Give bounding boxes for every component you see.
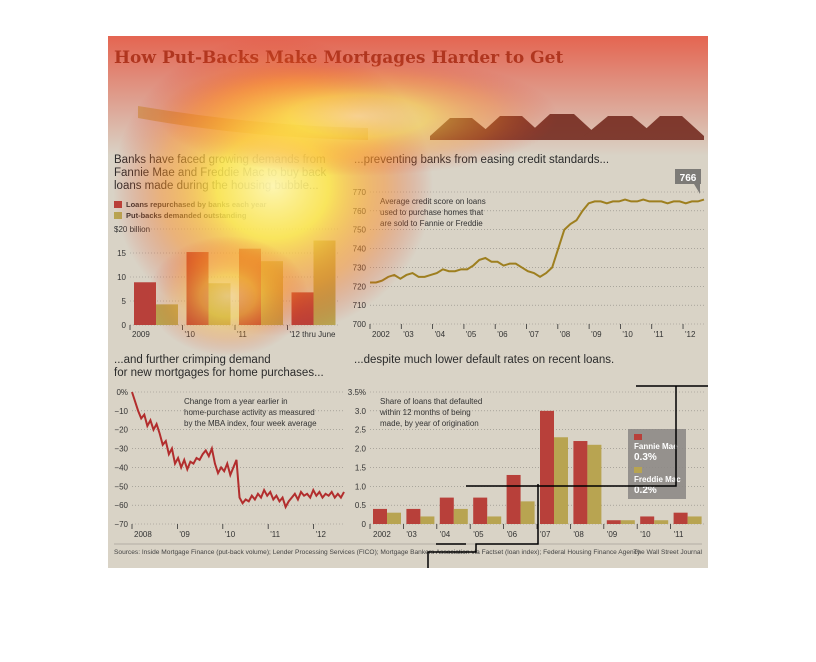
c3-ytick-label: −60 xyxy=(114,501,128,510)
c3-ytick-label: −20 xyxy=(114,426,128,435)
c2-xtick-label: '09 xyxy=(591,330,602,339)
c4-bar-freddie xyxy=(487,516,502,524)
c3-ytick-label: −70 xyxy=(114,520,128,529)
c4-bar-fannie xyxy=(540,410,554,524)
c4-ytick-label: 0 xyxy=(362,520,367,529)
c2-xtick-label: '06 xyxy=(497,330,508,339)
c4-bar-freddie xyxy=(654,520,669,524)
c4-xtick-label: '06 xyxy=(507,530,518,539)
c3-annotation-line: home-purchase activity as measured xyxy=(184,408,315,417)
c3-ytick-label: −40 xyxy=(114,463,128,472)
c4-tooltip-value-2: 0.2% xyxy=(634,485,657,496)
c2-xtick-label: '08 xyxy=(560,330,571,339)
c4-ytick-label: 0.5 xyxy=(355,501,367,510)
c4-bar-fannie xyxy=(473,497,488,524)
c4-annotation-line: Share of loans that defaulted xyxy=(380,397,482,406)
c3-xtick-label: 2008 xyxy=(134,530,152,539)
c4-xtick-label: '04 xyxy=(440,530,451,539)
c2-xtick-label: '11 xyxy=(654,330,664,339)
c4-xtick-label: '05 xyxy=(473,530,484,539)
c4-ytick-label: 1.5 xyxy=(355,463,367,472)
c4-tooltip-label-1: Fannie Mae xyxy=(634,442,678,451)
c4-bar-fannie xyxy=(640,516,655,524)
c2-xtick-label: '05 xyxy=(466,330,477,339)
c2-xtick-label: '10 xyxy=(622,330,633,339)
c2-xtick-label: '12 xyxy=(685,330,696,339)
c4-tooltip-label-2: Freddie Mac xyxy=(634,475,681,484)
c4-xtick-label: '07 xyxy=(540,530,551,539)
c4-bar-freddie xyxy=(520,501,535,524)
c4-bar-fannie xyxy=(406,508,421,524)
c4-ytick-label: 3.5% xyxy=(348,388,366,397)
c4-annotation-line: within 12 months of being xyxy=(379,408,471,417)
c4-bar-fannie xyxy=(673,512,688,524)
c4-ytick-label: 1.0 xyxy=(355,482,367,491)
c4-annotation-line: made, by year of origination xyxy=(380,419,479,428)
wsj-credit: The Wall Street Journal xyxy=(633,549,702,556)
c4-ytick-label: 2.0 xyxy=(355,445,367,454)
c4-bar-freddie xyxy=(620,520,635,524)
c3-ytick-label: −50 xyxy=(114,482,128,491)
c4-bar-fannie xyxy=(573,441,588,524)
chart3-headline: ...and further crimping demand for new m… xyxy=(114,354,324,380)
c4-ytick-label: 3.0 xyxy=(355,407,367,416)
c4-xtick-label: '03 xyxy=(406,530,417,539)
c3-annotation-line: Change from a year earlier in xyxy=(184,397,288,406)
chart3-headline-line1: ...and further crimping demand xyxy=(114,354,271,366)
c3-xtick-label: '10 xyxy=(225,530,236,539)
sources-note: Sources: Inside Mortgage Finance (put-ba… xyxy=(114,549,641,556)
c3-ytick-label: −10 xyxy=(114,407,128,416)
c4-bar-freddie xyxy=(554,437,568,524)
c2-callout-box xyxy=(675,169,701,184)
c4-tooltip-swatch-2 xyxy=(634,467,642,473)
c4-bar-fannie xyxy=(439,497,454,524)
c4-tooltip-value-1: 0.3% xyxy=(634,452,657,463)
c4-xtick-label: '11 xyxy=(674,530,684,539)
c4-bar-fannie xyxy=(373,508,387,524)
c4-bar-freddie xyxy=(387,512,401,524)
c4-ytick-label: 2.5 xyxy=(355,426,367,435)
c3-ytick-label: −30 xyxy=(114,445,128,454)
c2-callout-value: 766 xyxy=(680,173,697,184)
c4-bar-freddie xyxy=(420,516,435,524)
c4-bar-freddie xyxy=(587,444,602,524)
c2-xtick-label: '04 xyxy=(435,330,446,339)
c4-xtick-label: '08 xyxy=(573,530,584,539)
c3-xtick-label: '09 xyxy=(179,530,190,539)
c4-bar-freddie xyxy=(687,516,702,524)
c3-xtick-label: '11 xyxy=(270,530,280,539)
c4-bar-fannie xyxy=(606,520,621,524)
c4-bar-fannie xyxy=(506,474,521,524)
c2-xtick-label: '07 xyxy=(529,330,540,339)
c2-callout-pointer xyxy=(694,184,700,194)
c3-xtick-label: '12 xyxy=(316,530,327,539)
c3-ytick-label: 0% xyxy=(116,388,128,397)
chart4-headline: ...despite much lower default rates on r… xyxy=(354,354,615,366)
c3-annotation-line: by the MBA index, four week average xyxy=(184,419,317,428)
c3-series-line xyxy=(131,391,345,510)
chart3-headline-line2: for new mortgages for home purchases... xyxy=(114,367,324,379)
c4-tooltip-swatch-1 xyxy=(634,434,642,440)
c4-xtick-label: '10 xyxy=(640,530,651,539)
c4-xtick-label: 2002 xyxy=(373,530,391,539)
c4-xtick-label: '09 xyxy=(607,530,618,539)
c4-bar-freddie xyxy=(453,508,468,524)
